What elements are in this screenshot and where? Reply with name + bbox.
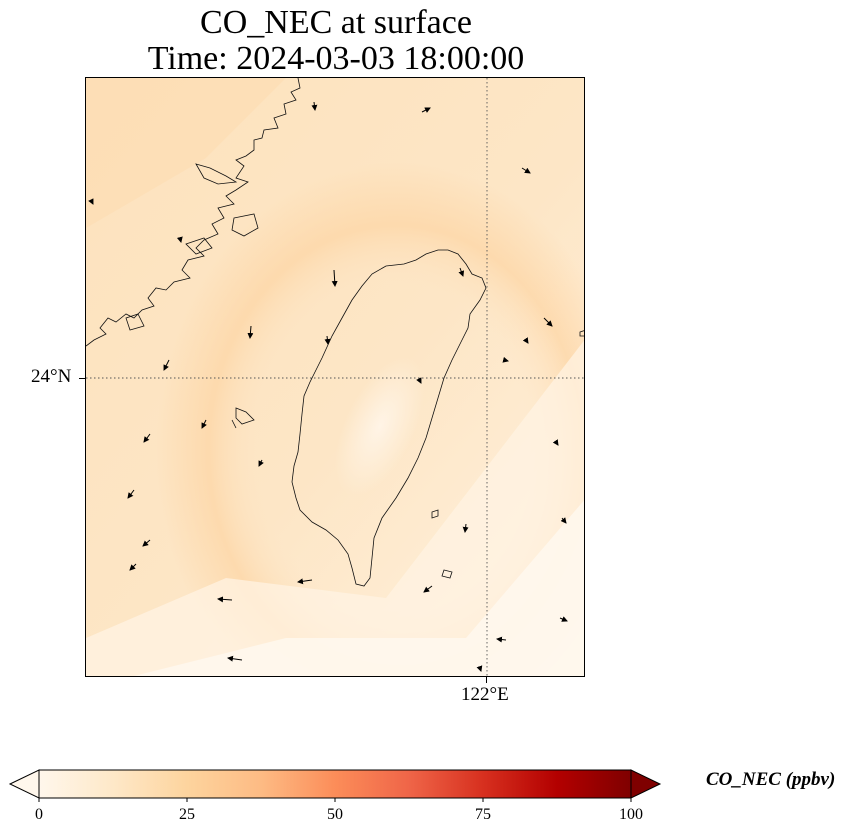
southern-clean-air [86, 340, 584, 676]
china-coastline [86, 78, 301, 347]
wind-arrow [458, 267, 465, 277]
wind-arrow [462, 523, 469, 533]
wind-arrow [560, 517, 567, 524]
china-coastline-islands [125, 163, 259, 331]
colorbar-tick-label: 25 [179, 806, 195, 823]
wind-arrow [421, 107, 431, 113]
wind-arrow [502, 356, 509, 363]
wind-arrow [324, 335, 331, 345]
wind-arrow [476, 665, 483, 672]
wind-arrow [227, 655, 243, 662]
wind-arrow [297, 578, 313, 585]
wind-arrow [521, 167, 531, 174]
wind-arrow [247, 325, 254, 339]
colorbar-tick-label: 100 [619, 806, 643, 823]
coastlines [86, 78, 584, 587]
wind-arrow [127, 489, 135, 499]
wind-arrow [496, 636, 507, 643]
colorbar-min-extend [8, 769, 40, 799]
map-title-line1: CO_NEC at surface [200, 4, 472, 41]
wind-arrow [311, 101, 318, 111]
map-canvas [86, 78, 584, 676]
lat-label: 24°N [31, 366, 72, 387]
colorbar-tick-label: 0 [35, 806, 43, 823]
colorbar-tick-label: 75 [475, 806, 491, 823]
colorbar-title: CO_NEC (ppbv) [706, 769, 836, 790]
wind-arrow [176, 236, 183, 243]
colorbar-max-extend [630, 769, 662, 799]
colorbar-tick-label: 50 [327, 806, 343, 823]
wind-vectors [88, 101, 568, 672]
map-panel[interactable] [85, 77, 585, 677]
island-low-values [286, 268, 466, 548]
wind-arrow [416, 377, 422, 384]
matsu-islands [231, 407, 255, 429]
lon-label: 122°E [461, 684, 509, 705]
wind-arrow [543, 317, 553, 327]
southern-clean-air-core [134, 500, 584, 676]
lat-tick [79, 378, 85, 379]
wind-arrow [559, 616, 568, 622]
yonaguni-island [579, 330, 584, 337]
wind-arrow [143, 433, 151, 443]
lon-tick [486, 677, 487, 683]
wind-arrow [423, 585, 433, 593]
colorbar [8, 768, 664, 807]
wind-arrow [217, 596, 233, 603]
wind-arrow [552, 439, 559, 446]
wind-arrow [88, 198, 94, 205]
wind-arrow [258, 459, 264, 467]
wind-arrow [163, 359, 170, 371]
map-title-line2: Time: 2024-03-03 18:00:00 [147, 40, 525, 77]
mainland-high-values [86, 78, 286, 228]
wind-arrow [201, 419, 207, 429]
wind-arrow [522, 337, 529, 344]
colorbar-tick-marks [38, 798, 632, 802]
wind-arrow [129, 563, 137, 571]
penghu-islands [431, 509, 453, 579]
wind-arrow [142, 539, 151, 547]
taiwan-coastline [291, 249, 487, 587]
colorbar-gradient [38, 769, 632, 799]
colorbar-svg [8, 769, 662, 802]
wind-arrow [331, 269, 338, 287]
